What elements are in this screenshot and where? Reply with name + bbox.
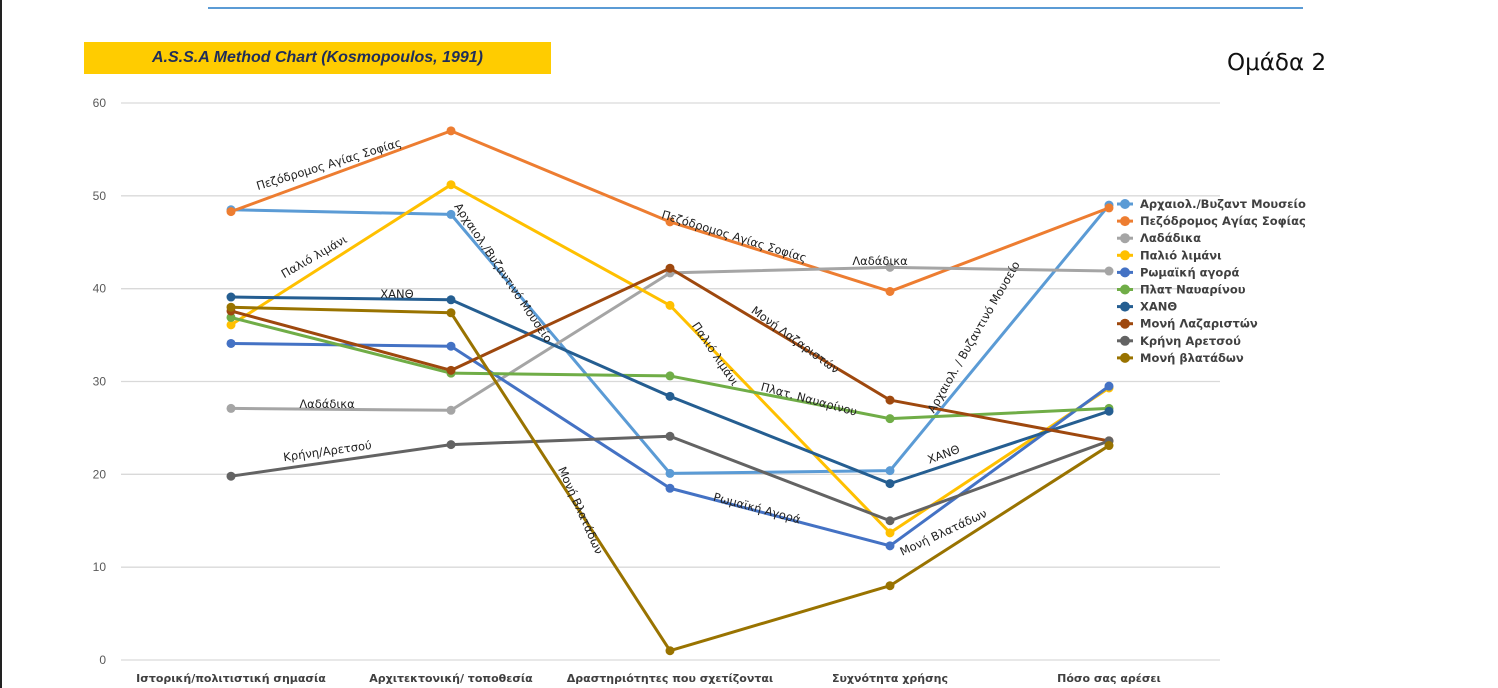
y-tick-label: 40: [93, 282, 107, 296]
legend-label: Κρήνη Αρετσού: [1140, 334, 1241, 348]
data-point: [226, 312, 236, 322]
series-9: [226, 302, 1114, 656]
data-point: [665, 391, 675, 401]
line-annotation: Μονή Λαζαριστών: [749, 303, 842, 376]
legend-label: Παλιό λιμάνι: [1140, 248, 1222, 262]
data-point: [226, 403, 236, 413]
x-tick-label: Πόσο σας αρέσει: [1057, 672, 1161, 685]
data-point: [665, 300, 675, 310]
series-6: [226, 292, 1114, 489]
legend-label: Μονή Λαζαριστών: [1140, 317, 1258, 331]
data-point: [885, 466, 895, 476]
legend-marker: [1120, 233, 1130, 244]
data-point: [1104, 441, 1114, 451]
y-tick-label: 10: [93, 560, 107, 574]
data-point: [665, 263, 675, 273]
legend-marker: [1120, 335, 1130, 346]
data-point: [665, 468, 675, 478]
data-point: [1104, 406, 1114, 416]
data-point: [446, 126, 456, 136]
line-annotation: Πεζόδρομος Αγίας Σοφίας: [660, 207, 808, 265]
data-point: [665, 483, 675, 493]
series-1: [226, 126, 1114, 296]
header-rule: [208, 7, 1303, 9]
legend-label: Ρωμαϊκή αγορά: [1140, 265, 1239, 279]
legend-label: Μονή βλατάδων: [1140, 351, 1244, 365]
data-point: [446, 180, 456, 190]
data-point: [226, 471, 236, 481]
y-tick-label: 30: [93, 375, 107, 389]
legend-marker: [1120, 301, 1130, 312]
legend-label: Λαδάδικα: [1140, 231, 1201, 245]
legend-marker: [1120, 216, 1130, 227]
legend-marker: [1120, 267, 1130, 278]
legend-label: Αρχαιολ./Βυζαντ Μουσείο: [1140, 197, 1306, 211]
legend-marker: [1120, 352, 1130, 363]
data-point: [1104, 381, 1114, 391]
y-tick-label: 20: [93, 467, 107, 481]
data-point: [446, 405, 456, 415]
line-annotation: Λαδάδικα: [852, 254, 908, 268]
y-tick-label: 60: [93, 96, 107, 110]
legend-marker: [1120, 250, 1130, 261]
data-point: [226, 292, 236, 302]
data-point: [1104, 203, 1114, 213]
x-tick-label: Δραστηριότητες που σχετίζονται: [567, 672, 773, 685]
series-8: [226, 431, 1114, 526]
data-point: [665, 646, 675, 656]
chart-title-box: A.S.S.A Method Chart (Kosmopoulos, 1991): [84, 42, 551, 74]
data-point: [885, 479, 895, 489]
line-annotation: Ρωμαϊκή Αγορά: [712, 490, 803, 527]
data-point: [226, 302, 236, 312]
data-point: [665, 431, 675, 441]
line-annotation: Μονή Βλατάδων: [555, 464, 606, 556]
line-annotation: Κρήνη/Αρετσού: [282, 438, 372, 464]
data-point: [226, 338, 236, 348]
legend-label: ΧΑΝΘ: [1140, 300, 1177, 314]
chart-title: A.S.S.A Method Chart (Kosmopoulos, 1991): [152, 49, 483, 66]
data-point: [226, 207, 236, 217]
data-point: [446, 209, 456, 219]
legend-label: Πεζόδρομος Αγίας Σοφίας: [1140, 214, 1306, 228]
data-point: [446, 308, 456, 318]
line-annotation: Παλιό λιμάνι: [689, 319, 742, 388]
data-point: [885, 528, 895, 538]
data-point: [885, 516, 895, 526]
x-tick-label: Ιστορική/πολιτιστική σημασία: [136, 672, 326, 685]
data-point: [885, 541, 895, 551]
line-annotation: Αρχαιολ. / Βυζαντινό Μουσείο: [924, 259, 1022, 416]
y-tick-label: 0: [99, 653, 106, 667]
series-3: [226, 180, 1114, 538]
data-point: [885, 286, 895, 296]
series-line: [230, 305, 1110, 653]
data-point: [446, 365, 456, 375]
data-point: [446, 341, 456, 351]
x-tick-label: Συχνότητα χρήσης: [832, 672, 948, 685]
y-tick-label: 50: [93, 189, 107, 203]
data-point: [665, 371, 675, 381]
data-point: [1104, 266, 1114, 276]
data-point: [446, 440, 456, 450]
data-point: [226, 320, 236, 330]
x-tick-label: Αρχιτεκτονική/ τοποθεσία: [369, 672, 533, 685]
line-annotation: Λαδάδικα: [299, 397, 355, 411]
left-border: [0, 0, 2, 688]
data-point: [885, 262, 895, 272]
series-line: [230, 266, 1110, 443]
data-point: [446, 295, 456, 305]
data-point: [885, 581, 895, 591]
legend-label: Πλατ Ναυαρίνου: [1140, 283, 1246, 297]
data-point: [665, 217, 675, 227]
legend-marker: [1120, 284, 1130, 295]
series-7: [226, 263, 1114, 446]
legend-marker: [1120, 318, 1130, 329]
data-point: [885, 414, 895, 424]
group-label: Ομάδα 2: [1227, 50, 1327, 76]
line-annotation: ΧΑΝΘ: [380, 287, 413, 301]
line-annotation: Πεζόδρομος Αγίας Σοφίας: [255, 135, 403, 193]
legend-marker: [1120, 199, 1130, 209]
data-point: [885, 395, 895, 405]
